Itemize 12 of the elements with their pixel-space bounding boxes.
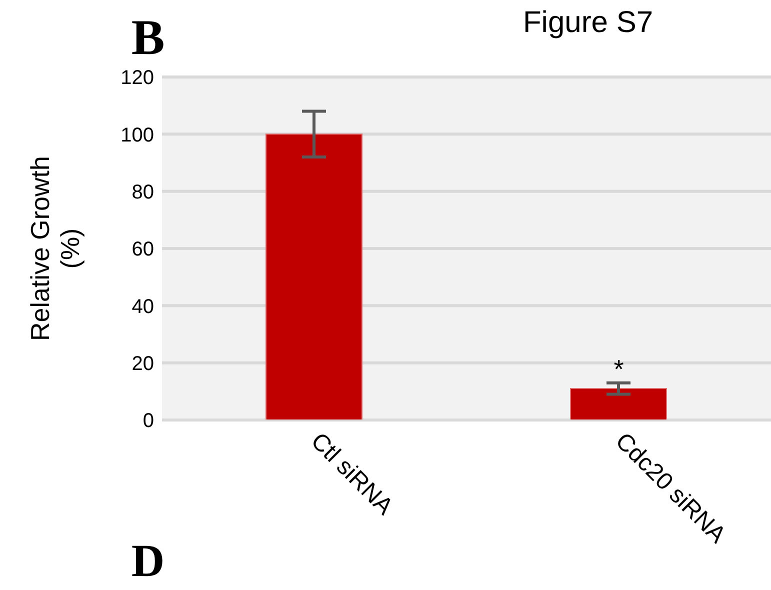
y-tick-label: 40	[132, 296, 154, 318]
text: D	[130, 535, 166, 586]
text: B	[130, 9, 166, 65]
annotation: *	[614, 354, 624, 384]
y-tick-label: 0	[142, 410, 154, 432]
y-tick-label: 60	[132, 238, 154, 261]
y-tick-label: 80	[132, 181, 154, 204]
y-tick-label: 120	[120, 67, 154, 90]
caption: Figure S7	[522, 6, 654, 39]
y-tick-label: 20	[132, 352, 154, 375]
y-axis-title: Relative Growth (%)	[25, 156, 85, 341]
y-tick-label: 100	[120, 124, 154, 146]
